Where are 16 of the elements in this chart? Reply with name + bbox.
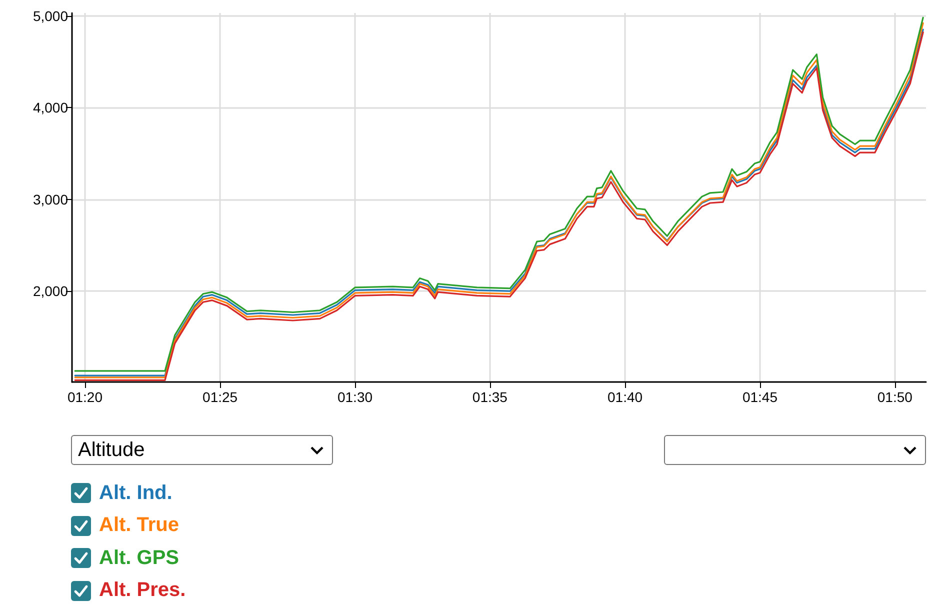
x-tick-label: 01:30 [337, 389, 373, 405]
text: Alt. GPS [99, 546, 180, 570]
x-tick-label: 01:40 [608, 389, 643, 405]
x-tick-label: 01:35 [472, 389, 508, 405]
text: Alt. True [99, 514, 180, 538]
x-tick-label: 01:25 [202, 389, 238, 405]
text: Alt. Pres. [99, 579, 186, 602]
y-tick-label: 2,000 [32, 283, 68, 300]
y-tick-label: 5,000 [32, 8, 68, 24]
x-tick-label: 01:45 [742, 389, 778, 405]
x-tick-label: 01:20 [67, 389, 103, 405]
text: Alt. Ind. [99, 482, 172, 505]
x-tick-label: 01:50 [877, 389, 913, 405]
y-tick-label: 3,000 [32, 191, 68, 208]
y-tick-label: 4,000 [32, 100, 68, 116]
dropdown: Altitude [71, 435, 333, 465]
